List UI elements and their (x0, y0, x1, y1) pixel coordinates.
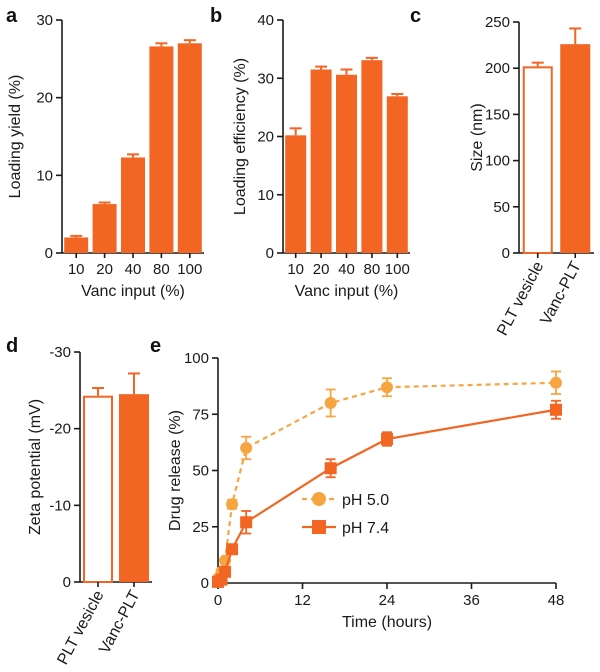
x-tick-label: PLT vesicle (54, 588, 107, 668)
x-tick-label: 0 (214, 592, 222, 609)
panel-label-d: d (6, 335, 18, 357)
chart-drug-release: 0 25 50 75 100 0 12 24 36 48 Time (hours) Drug rele… (167, 350, 564, 631)
y-tick-label: 100 (184, 350, 209, 367)
x-tick-label: 80 (364, 261, 381, 278)
y-tick-label: 30 (257, 70, 274, 87)
legend-label: pH 7.4 (342, 520, 389, 537)
y-tick-label: 50 (493, 199, 510, 216)
data-point (381, 433, 393, 445)
x-tick-label: 100 (177, 261, 202, 278)
chart-loading-efficiency: 0 10 20 30 40 10 20 40 80 100 Vanc input (%) Loadin… (232, 12, 410, 300)
y-tick-label: 30 (36, 12, 53, 29)
bar (177, 43, 202, 253)
y-tick-label: -30 (49, 344, 71, 361)
bar (361, 60, 383, 253)
x-tick-label: 12 (294, 592, 311, 609)
y-tick-label: -10 (49, 497, 71, 514)
data-point (226, 543, 239, 556)
x-tick-label: 36 (463, 592, 480, 609)
y-tick-label: 0 (45, 245, 53, 262)
bar (64, 237, 89, 253)
panel-label-b: b (210, 5, 222, 27)
x-tick-label: 20 (313, 261, 330, 278)
data-point (219, 565, 232, 578)
x-tick-label: 80 (153, 261, 170, 278)
bar (92, 204, 117, 253)
y-tick-label: 100 (485, 153, 510, 170)
data-point (324, 397, 337, 409)
series-line (217, 381, 557, 580)
y-tick-label: 0 (201, 575, 209, 592)
x-tick-label: PLT vesicle (494, 259, 547, 339)
bar (310, 69, 332, 253)
x-tick-label: 10 (68, 261, 85, 278)
data-point (550, 403, 562, 416)
y-tick-label: 20 (257, 129, 274, 146)
y-tick-label: 10 (257, 187, 274, 204)
y-tick-label: 20 (36, 90, 53, 107)
x-tick-label: 100 (385, 261, 410, 278)
bar (522, 66, 553, 254)
data-point (226, 498, 239, 511)
x-axis-title: Vanc input (%) (295, 283, 399, 300)
bar (336, 74, 357, 253)
y-tick-label: 150 (485, 106, 510, 123)
y-tick-label: 10 (36, 167, 53, 184)
bar (83, 395, 113, 584)
bar (119, 394, 149, 582)
y-tick-label: 75 (192, 406, 209, 423)
bar (386, 96, 408, 254)
y-axis-title: Zeta potential (mV) (27, 399, 44, 535)
x-tick-label: 10 (287, 261, 304, 278)
chart-loading-yield: 0 10 20 30 10 20 40 80 100 Vanc input (%) Loading … (7, 12, 204, 300)
legend-marker (312, 520, 326, 534)
x-tick-label: 20 (96, 261, 113, 278)
y-axis-title: Loading yield (%) (7, 75, 24, 199)
y-tick-label: 250 (485, 14, 510, 31)
data-point (324, 462, 337, 475)
y-tick-label: 40 (257, 12, 274, 29)
x-tick-label: 48 (548, 592, 565, 609)
y-axis-title: Drug release (%) (167, 410, 184, 531)
legend-marker (312, 492, 326, 506)
y-axis-title: Loading efficiency (%) (232, 58, 249, 215)
bar (560, 44, 591, 254)
data-point (240, 442, 253, 454)
y-tick-label: -20 (49, 421, 71, 438)
y-tick-label: 0 (63, 574, 71, 591)
y-tick-label: 25 (192, 519, 209, 536)
bar (285, 135, 307, 253)
bar (149, 46, 174, 254)
x-tick-label: 40 (125, 261, 142, 278)
panel-label-e: e (150, 335, 161, 357)
x-tick-label: 24 (379, 592, 396, 609)
x-axis-title: Time (hours) (342, 614, 432, 631)
bar (121, 157, 145, 253)
y-tick-label: 0 (502, 245, 510, 262)
y-tick-label: 0 (266, 245, 274, 262)
y-axis-title: Size (nm) (469, 103, 486, 171)
x-tick-label: 40 (338, 261, 355, 278)
x-axis-title: Vanc input (%) (81, 283, 185, 300)
data-point (240, 516, 253, 529)
data-point (550, 376, 562, 389)
panel-label-a: a (6, 5, 18, 27)
panel-label-c: c (410, 5, 421, 27)
data-point (381, 381, 393, 394)
y-tick-label: 200 (485, 60, 510, 77)
y-tick-label: 50 (192, 463, 209, 480)
legend-label: pH 5.0 (342, 492, 389, 509)
